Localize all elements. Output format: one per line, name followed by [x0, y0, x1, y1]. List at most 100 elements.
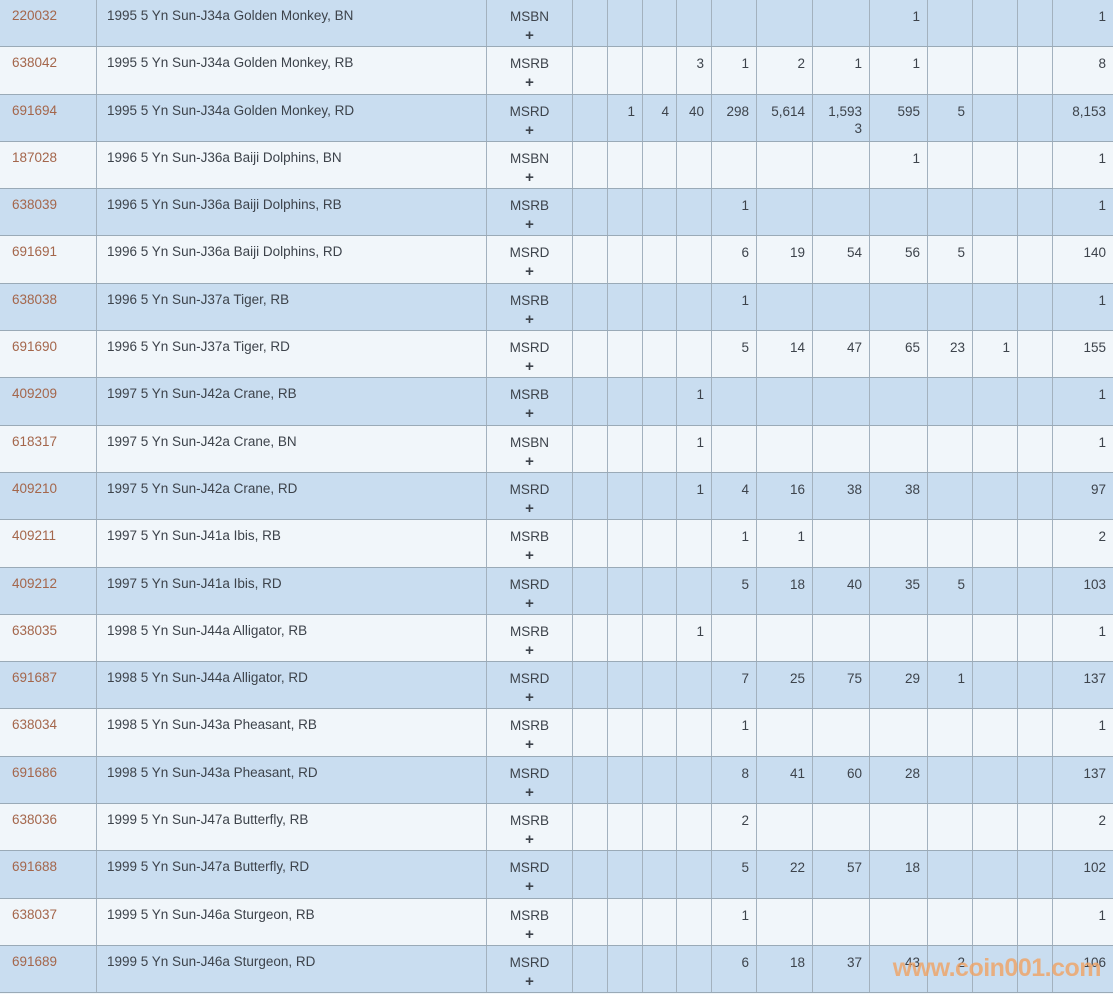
coin-id-link[interactable]: 638038	[12, 291, 58, 307]
coin-id-link[interactable]: 638039	[12, 197, 58, 213]
grade-count-cell	[973, 283, 1018, 331]
coin-id-link[interactable]: 618317	[12, 433, 58, 449]
total-cell: 1	[1098, 434, 1106, 450]
coin-id-link[interactable]: 691689	[12, 953, 58, 969]
designation-label: MSRB	[509, 198, 549, 214]
grade-count-cell	[573, 283, 608, 331]
grade-count-cell	[928, 709, 973, 756]
grade-count-cell	[608, 141, 643, 189]
grade-count-cell: 25	[757, 662, 813, 709]
coin-id-link[interactable]: 220032	[12, 8, 58, 23]
table-row: 691690 1996 5 Yn Sun-J37a Tiger, RD MSRD…	[0, 331, 1113, 379]
grade-count-cell	[677, 756, 712, 804]
grade-count-cell	[928, 851, 973, 898]
grade-count-cell	[928, 0, 973, 47]
total-cell: 155	[1083, 340, 1106, 356]
coin-description: 1996 5 Yn Sun-J37a Tiger, RD	[97, 331, 487, 378]
designation-cell: MSBN +	[487, 425, 573, 472]
grade-count-cell	[870, 520, 928, 567]
grade-count-cell	[643, 283, 677, 331]
grade-count-cell	[870, 378, 928, 425]
grade-count-cell	[608, 331, 643, 378]
coin-id-link[interactable]: 409209	[12, 386, 58, 402]
grade-count-cell	[1018, 472, 1053, 520]
coin-id-link[interactable]: 691687	[12, 670, 58, 686]
coin-id-cell: 691687	[0, 662, 97, 709]
total-cell: 140	[1083, 245, 1106, 261]
coin-id-link[interactable]: 691694	[12, 102, 58, 118]
table-row: 691691 1996 5 Yn Sun-J36a Baiji Dolphins…	[0, 236, 1113, 284]
grade-count-cell	[573, 898, 608, 945]
grade-count-cell	[573, 567, 608, 614]
designation-label: MSRD	[509, 340, 550, 356]
designation-label: MSRB	[509, 529, 549, 545]
grade-count-cell	[677, 567, 712, 614]
coin-id-cell: 691689	[0, 945, 97, 993]
designation-cell: MSRD +	[487, 567, 573, 614]
grade-count-cell: 1	[677, 378, 712, 425]
grade-count-cell	[813, 804, 870, 851]
grade-count-cell	[928, 378, 973, 425]
coin-id-link[interactable]: 638042	[12, 55, 58, 71]
grade-count-cell	[928, 141, 973, 189]
grade-count-cell	[573, 662, 608, 709]
plus-designation-label: +	[525, 499, 534, 517]
coin-id-link[interactable]: 638037	[12, 906, 58, 922]
coin-id-cell: 638034	[0, 709, 97, 756]
grade-count-cell	[643, 804, 677, 851]
grade-count-cell: 7	[712, 662, 757, 709]
grade-count-cell	[573, 804, 608, 851]
plus-designation-label: +	[525, 263, 534, 281]
grade-count-cell: 5	[928, 94, 973, 141]
grade-count-cell	[757, 378, 813, 425]
grade-count-cell	[813, 709, 870, 756]
plus-designation-label: +	[525, 641, 534, 659]
table-row: 220032 1995 5 Yn Sun-J34a Golden Monkey,…	[0, 0, 1113, 48]
coin-id-link[interactable]: 409212	[12, 575, 58, 591]
coin-id-link[interactable]: 638034	[12, 717, 58, 733]
coin-id-cell: 409211	[0, 520, 97, 567]
total-cell: 106	[1083, 954, 1106, 970]
designation-cell: MSRB +	[487, 898, 573, 945]
grade-count-cell	[928, 425, 973, 472]
grade-count-cell: 1	[608, 94, 643, 141]
designation-cell: MSBN +	[487, 0, 573, 47]
grade-count-cell	[643, 425, 677, 472]
grade-count-cell: 40	[677, 94, 712, 141]
coin-id-link[interactable]: 409211	[12, 528, 57, 544]
designation-label: MSRB	[509, 387, 549, 403]
coin-id-link[interactable]: 638035	[12, 622, 58, 638]
coin-id-link[interactable]: 638036	[12, 812, 58, 828]
grade-count-cell: 28	[870, 756, 928, 804]
grade-count-cell: 2	[757, 47, 813, 94]
table-row: 638035 1998 5 Yn Sun-J44a Alligator, RB …	[0, 614, 1113, 663]
designation-label: MSRB	[509, 56, 549, 72]
grade-count-cell	[928, 189, 973, 236]
plus-grade-count: 3	[854, 120, 862, 136]
coin-id-link[interactable]: 691686	[12, 764, 58, 780]
coin-description: 1998 5 Yn Sun-J44a Alligator, RD	[97, 662, 487, 709]
grade-count-cell: 14	[757, 331, 813, 378]
grade-count-cell	[643, 614, 677, 662]
grade-count-cell	[973, 851, 1018, 898]
total-cell: 102	[1083, 860, 1106, 876]
coin-id-link[interactable]: 691688	[12, 859, 58, 875]
coin-description: 1997 5 Yn Sun-J41a Ibis, RB	[97, 520, 487, 567]
coin-id-link[interactable]: 187028	[12, 149, 58, 165]
total-cell: 2	[1098, 813, 1106, 829]
grade-count-cell	[757, 804, 813, 851]
table-row: 691687 1998 5 Yn Sun-J44a Alligator, RD …	[0, 662, 1113, 710]
coin-description: 1996 5 Yn Sun-J36a Baiji Dolphins, RB	[97, 189, 487, 236]
grade-count-cell: 1	[712, 520, 757, 567]
designation-cell: MSRD +	[487, 756, 573, 804]
designation-label: MSRD	[509, 671, 550, 687]
coin-id-link[interactable]: 409210	[12, 480, 58, 496]
coin-id-link[interactable]: 691690	[12, 339, 58, 355]
total-cell: 1	[1098, 623, 1106, 639]
grade-count-cell	[643, 378, 677, 425]
grade-count-cell	[813, 378, 870, 425]
coin-id-link[interactable]: 691691	[12, 244, 58, 260]
grade-count-cell: 6	[712, 236, 757, 283]
grade-count-cell: 1	[677, 614, 712, 662]
